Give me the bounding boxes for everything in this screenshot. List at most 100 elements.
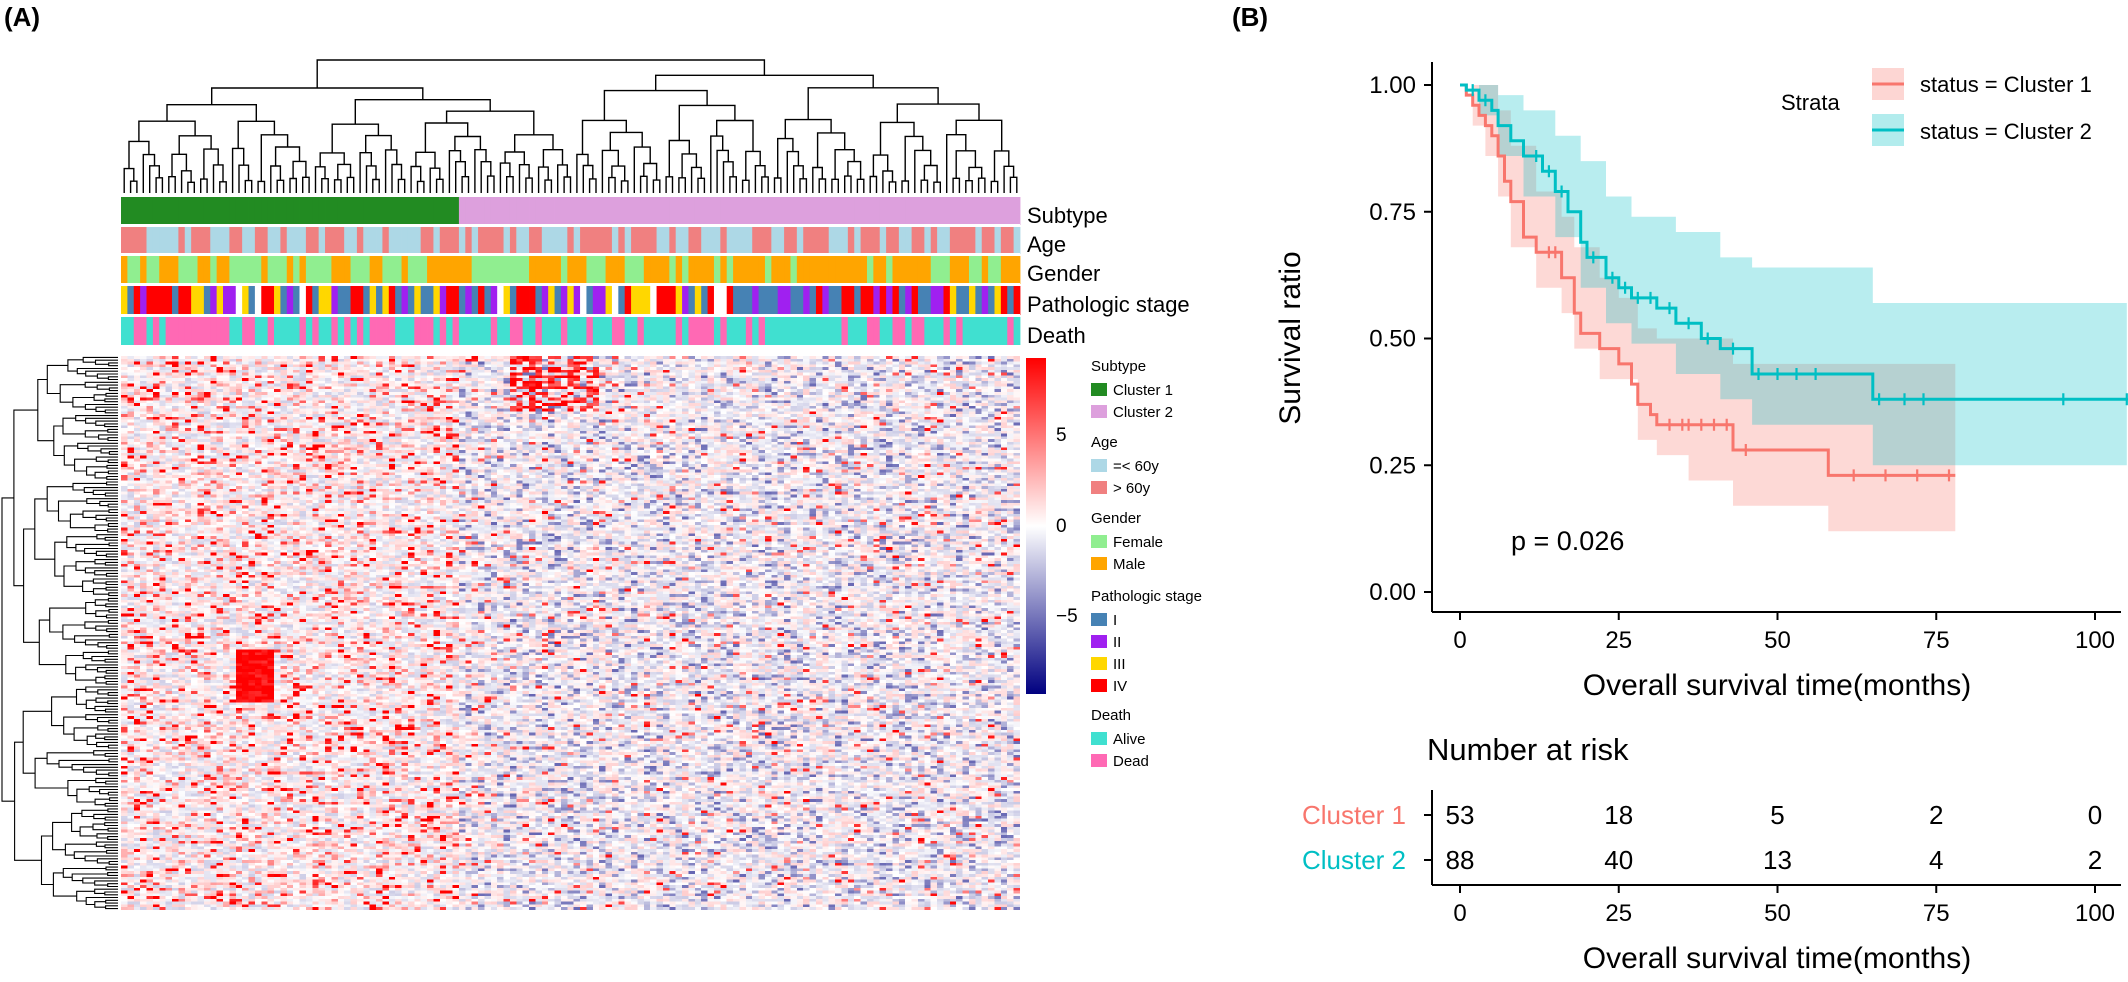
subtype-track-cell <box>503 197 511 225</box>
column-dendrogram-branch <box>697 177 706 193</box>
stage-track-cell <box>618 286 626 315</box>
row-dendrogram-branch <box>84 430 108 438</box>
row-dendrogram-branch <box>22 710 52 774</box>
age-track-cell <box>764 227 772 254</box>
censor-mark <box>1701 332 1714 345</box>
death-track-cell <box>210 317 218 345</box>
death-track-cell <box>917 317 925 345</box>
stage-track-cell <box>414 286 422 315</box>
subtype-track-cell <box>981 197 989 225</box>
death-track-cell <box>248 317 256 345</box>
column-dendrogram-branch <box>372 178 380 193</box>
subtype-track-cell <box>618 197 626 225</box>
subtype-track-cell <box>458 197 466 225</box>
column-dendrogram-branch <box>609 131 643 151</box>
stage-track-cell <box>669 286 677 315</box>
age-track-cell <box>299 227 307 254</box>
death-track-cell <box>165 317 173 345</box>
subtype-track-cell <box>554 197 562 225</box>
stage-track-cell <box>420 286 428 315</box>
age-track-cell <box>815 227 823 254</box>
age-track-cell <box>267 227 275 254</box>
age-track-cell <box>401 227 409 254</box>
death-track-cell <box>484 317 492 345</box>
row-dendrogram-branch <box>69 513 95 529</box>
age-track-cell <box>191 227 198 254</box>
stage-track-cell <box>777 286 785 315</box>
stage-track-cell <box>203 286 211 315</box>
row-dendrogram-branch <box>104 536 118 541</box>
censor-mark <box>1917 393 1930 406</box>
gender-track-cell <box>886 256 893 284</box>
column-dendrogram-branch <box>784 118 832 139</box>
stage-track-cell <box>866 286 874 315</box>
gender-track-cell <box>707 256 715 284</box>
column-dendrogram-branch <box>499 162 511 193</box>
legend-label-female: Female <box>1113 534 1163 551</box>
age-track-cell <box>726 227 734 254</box>
row-dendrogram-branch <box>106 475 118 480</box>
stage-track-cell <box>599 286 606 315</box>
censor-mark <box>1911 469 1924 482</box>
censor-mark <box>1479 94 1492 107</box>
stage-track-cell <box>752 286 759 315</box>
legend-swatch-age-old <box>1091 481 1107 494</box>
gender-track-cell <box>235 256 243 284</box>
legend-label-stage-2: II <box>1113 634 1121 651</box>
row-dendrogram-branch <box>76 788 96 803</box>
gender-track-cell <box>586 256 594 284</box>
gender-track-cell <box>203 256 211 284</box>
age-track-cell <box>828 227 836 254</box>
gender-track-cell <box>127 256 135 284</box>
gender-track-cell <box>631 256 638 284</box>
subtype-track-cell <box>140 197 147 225</box>
gender-track-cell <box>605 256 613 284</box>
column-dendrogram-branch <box>611 165 626 181</box>
row-dendrogram <box>1 356 118 910</box>
gender-track-cell <box>905 256 913 284</box>
track-label-pathologic-stage: Pathologic stage <box>1027 292 1190 317</box>
row-dendrogram-branch <box>58 759 109 768</box>
age-track-cell <box>809 227 817 254</box>
stage-track-cell <box>490 286 498 315</box>
subtype-track-cell <box>911 197 919 225</box>
stage-track-cell <box>631 286 638 315</box>
legend-label-cluster-2: Cluster 2 <box>1113 404 1173 421</box>
km-legend: Strata status = Cluster 1 status = Clust… <box>1781 68 2092 146</box>
age-track-cell <box>446 227 453 254</box>
track-label-age: Age <box>1027 232 1066 257</box>
row-dendrogram-branch <box>84 381 118 388</box>
legend-title-stage: Pathologic stage <box>1091 588 1202 605</box>
age-track-cell <box>554 227 562 254</box>
column-dendrogram-branch <box>180 170 192 193</box>
gender-track-cell <box>210 256 218 284</box>
death-track-cell <box>771 317 779 345</box>
row-dendrogram-branch <box>108 758 118 763</box>
column-dendrogram-branch <box>786 150 800 193</box>
subtype-track-cell <box>305 197 313 225</box>
row-dendrogram-branch <box>91 655 118 662</box>
age-track-cell <box>560 227 568 254</box>
death-track-cell <box>713 317 721 345</box>
stage-track-cell <box>312 286 320 315</box>
censor-mark <box>1682 317 1695 330</box>
column-dendrogram-branch <box>904 135 924 181</box>
age-track-cell <box>994 227 1002 254</box>
death-track-cell <box>184 317 192 345</box>
death-track-cell <box>516 317 524 345</box>
row-dendrogram-branch <box>106 464 118 469</box>
subtype-track-cell <box>656 197 664 225</box>
row-dendrogram-branch <box>93 394 106 401</box>
row-dendrogram-branch <box>95 777 118 784</box>
subtype-track-cell <box>707 197 715 225</box>
age-track-cell <box>254 227 262 254</box>
row-dendrogram-branch <box>74 458 97 472</box>
censor-mark <box>1587 251 1600 264</box>
subtype-track-cell <box>535 197 543 225</box>
death-track-cell <box>726 317 734 345</box>
gender-track-cell <box>650 256 657 284</box>
stage-track-cell <box>688 286 696 315</box>
gender-track-cell <box>656 256 664 284</box>
column-dendrogram-branch <box>563 176 572 193</box>
stage-track-cell <box>694 286 702 315</box>
